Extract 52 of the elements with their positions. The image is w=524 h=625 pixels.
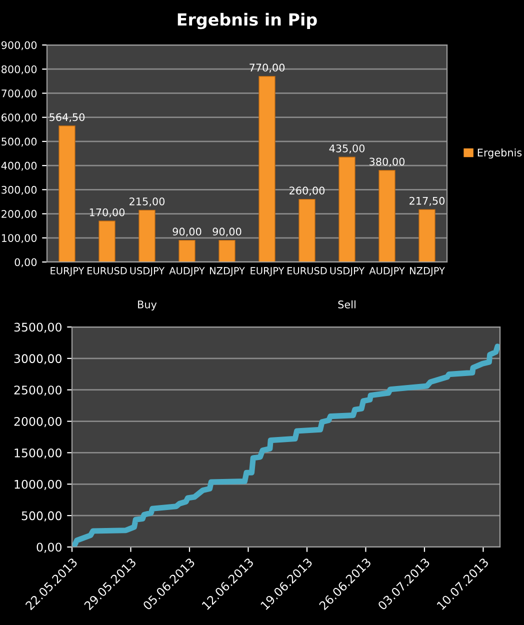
y-tick-label: 100,00 — [2, 234, 37, 244]
bar — [338, 156, 356, 262]
data-label: 170,00 — [90, 208, 125, 218]
y-tick-label: 0,00 — [36, 542, 62, 553]
data-label: 380,00 — [370, 158, 405, 167]
y-tick-label: 1000,00 — [14, 480, 62, 490]
y-tick-label: 900,00 — [1, 41, 37, 50]
y-tick-label: 3500,00 — [14, 322, 62, 333]
x-tick-label: AUDJPY — [169, 267, 205, 276]
bar — [258, 76, 276, 262]
bar — [218, 240, 236, 262]
bar — [378, 170, 396, 262]
y-tick-label: 400,00 — [1, 162, 37, 171]
y-tick-label: 0,00 — [14, 258, 37, 268]
x-tick-label: AUDJPY — [369, 267, 405, 276]
y-tick-label: 2500,00 — [14, 386, 62, 396]
data-label: 564,50 — [50, 113, 85, 122]
y-tick-label: 500,00 — [22, 511, 62, 522]
y-tick-label: 3000,00 — [14, 354, 62, 364]
x-tick-label: EURJPY — [50, 267, 84, 276]
bar — [98, 220, 116, 262]
x-tick-label: EURUSD — [88, 267, 127, 274]
y-tick-label: 200,00 — [2, 210, 37, 219]
legend-label: Ergebnis — [478, 148, 522, 159]
x-tick-label: EURUSD — [288, 267, 327, 274]
y-tick-label: 2000,00 — [14, 417, 62, 428]
data-label: 90,00 — [172, 228, 202, 237]
x-tick-label: NZDJPY — [410, 267, 445, 276]
y-tick-label: 500,00 — [2, 138, 37, 147]
bar — [178, 240, 196, 262]
bar — [298, 198, 316, 262]
x-tick-label: USDJPY — [130, 267, 165, 276]
data-label: 435,00 — [329, 144, 365, 154]
y-tick-label: 700,00 — [2, 89, 37, 98]
text: Buy — [138, 300, 157, 310]
x-tick-label: NZDJPY — [210, 267, 245, 276]
y-tick-label: 600,00 — [2, 114, 37, 122]
data-label: 90,00 — [212, 228, 242, 237]
data-label: 260,00 — [290, 186, 325, 196]
y-tick-label: 800,00 — [2, 65, 37, 74]
chart-title: Ergebnis in Pip — [178, 12, 317, 30]
data-label: 217,50 — [410, 196, 445, 206]
x-tick-label: EURJPY — [250, 267, 284, 276]
data-label: 770,00 — [250, 64, 285, 73]
x-tick-label: USDJPY — [330, 267, 365, 276]
bar — [138, 210, 156, 262]
bar — [418, 209, 436, 262]
data-label: 215,00 — [130, 197, 165, 206]
text: Sell — [338, 300, 356, 308]
y-tick-label: 300,00 — [2, 186, 37, 195]
bar — [58, 126, 76, 262]
y-tick-label: 1500,00 — [14, 448, 62, 459]
